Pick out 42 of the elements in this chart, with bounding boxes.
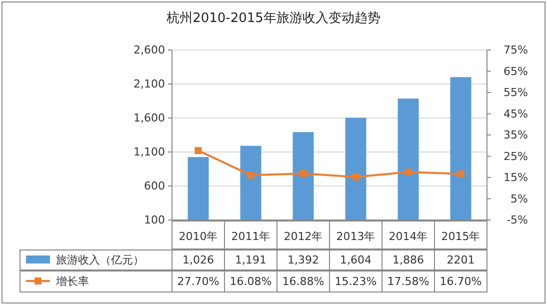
x-tick-label: 2011年 — [231, 230, 270, 243]
point — [247, 172, 254, 179]
x-tick-label: 2014年 — [388, 230, 428, 243]
data-label: 27.70% — [177, 275, 220, 288]
legend-label: 增长率 — [55, 275, 89, 288]
y2-tick-label: 35% — [504, 128, 528, 142]
y-tick-label: 100 — [144, 214, 165, 226]
y2-tick-label: 25% — [504, 150, 528, 163]
y-tick-label: 1,600 — [134, 112, 165, 124]
point — [404, 168, 412, 176]
y2-tick-label: 55% — [504, 86, 528, 99]
x-tick-label: 2012年 — [284, 230, 323, 243]
data-label: 17.58% — [387, 275, 430, 288]
legend-label: 旅游收入（亿元） — [56, 254, 144, 266]
chart-title: 杭州2010-2015年旅游收入变动趋势 — [166, 11, 380, 26]
y-tick-label: 1,100 — [134, 146, 165, 158]
y2-tick-label: 45% — [504, 107, 528, 120]
y2-tick-label: 75% — [504, 44, 528, 56]
y2-tick-label: -5% — [506, 214, 528, 226]
data-label: 1,026 — [182, 254, 214, 266]
y2-tick-label: 5% — [510, 192, 528, 206]
point — [352, 174, 360, 181]
point — [300, 170, 307, 178]
y2-tick-label: 65% — [504, 64, 528, 78]
point — [457, 170, 464, 178]
y-tick-label: 2,100 — [134, 78, 165, 90]
y2-tick-label: 15% — [504, 171, 528, 184]
data-label: 1,392 — [288, 254, 319, 266]
data-label: 16.70% — [440, 275, 482, 288]
x-tick-label: 2010年 — [178, 230, 218, 243]
x-tick-label: 2015年 — [441, 230, 480, 243]
y-tick-label: 600 — [144, 180, 165, 192]
data-label: 16.88% — [282, 275, 324, 288]
data-label: 1,191 — [235, 254, 266, 266]
y-tick-label: 2,600 — [134, 44, 165, 56]
data-label: 15.23% — [334, 275, 377, 288]
data-label: 2201 — [446, 254, 475, 266]
data-label: 16.08% — [230, 275, 272, 288]
data-label: 1,886 — [392, 254, 424, 266]
x-tick-label: 2013年 — [336, 230, 376, 243]
point — [194, 147, 202, 154]
data-label: 1,604 — [340, 254, 372, 266]
